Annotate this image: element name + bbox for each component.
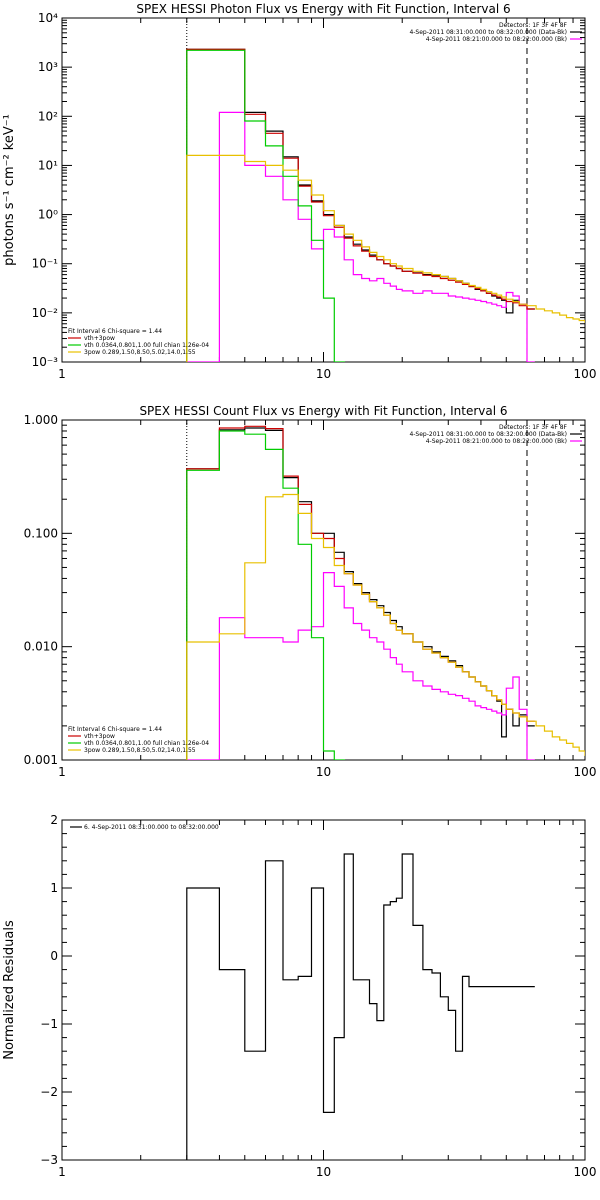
chart-2: SPEX HESSI Count Flux vs Energy with Fit… <box>24 404 597 779</box>
legend-bottom-entry: vth 0.0364,0.801,1.00 full chian 1.26e-0… <box>84 342 209 349</box>
x-tick-label: 1 <box>58 765 66 779</box>
x-tick-label: 100 <box>574 1165 597 1179</box>
series-line-vth <box>186 49 346 362</box>
chart-1: SPEX HESSI Photon Flux vs Energy with Fi… <box>2 2 596 381</box>
x-tick-label: 100 <box>574 765 597 779</box>
series-group <box>186 853 535 1160</box>
legend-bottom-entry: 3pow 0.289,1.50,8.50,5.02,14.0,1.55 <box>84 349 196 356</box>
legend-bottom-entry: 3pow 0.289,1.50,8.50,5.02,14.0,1.55 <box>84 747 196 754</box>
legend-top-entry: 4-Sep-2011 08:31:00.000 to 08:32:00.000 … <box>409 29 567 36</box>
y-tick-label: 10⁻¹ <box>32 257 59 271</box>
series-line-total-fit <box>186 48 535 362</box>
legend-bottom-entry: Fit Interval 6 Chi-square = 1.44 <box>68 726 162 733</box>
y-tick-label: 10⁻³ <box>32 355 59 369</box>
series-line-vth <box>186 430 346 760</box>
y-tick-label: −3 <box>40 1153 58 1167</box>
legend-top-entry: Detectors: 1F 3F 4F 8F <box>499 22 568 29</box>
y-tick-label: 10⁴ <box>38 11 58 25</box>
legend-top-entry: Detectors: 1F 3F 4F 8F <box>499 424 568 431</box>
x-tick-label: 10 <box>316 367 331 381</box>
series-group <box>186 425 585 760</box>
y-tick-label: 10⁰ <box>38 208 58 222</box>
y-tick-label: 10¹ <box>38 158 58 172</box>
legend-bottom-entry: vth+3pow <box>84 733 115 740</box>
legend-top-entry: 6. 4-Sep-2011 08:31:00.000 to 08:32:00.0… <box>84 824 219 831</box>
series-line-data-bk <box>186 427 535 760</box>
y-tick-label: 10⁻² <box>32 306 59 320</box>
y-tick-label: 0.100 <box>24 526 58 540</box>
legend-top-entry: 4-Sep-2011 08:31:00.000 to 08:32:00.000 … <box>409 431 567 438</box>
legend-top-entry: 4-Sep-2011 08:21:00.000 to 08:22:00.000 … <box>426 438 567 445</box>
y-tick-label: 2 <box>50 813 58 827</box>
y-tick-label: 1 <box>50 881 58 895</box>
x-tick-label: 1 <box>58 367 66 381</box>
legend-bottom-entry: vth 0.0364,0.801,1.00 full chian 1.26e-0… <box>84 740 209 747</box>
y-tick-label: 0.010 <box>24 640 58 654</box>
legend-top-entry: 4-Sep-2011 08:21:00.000 to 08:22:00.000 … <box>426 36 567 43</box>
x-tick-label: 10 <box>316 1165 331 1179</box>
y-tick-label: −1 <box>40 1017 58 1031</box>
x-tick-label: 100 <box>574 367 597 381</box>
chart-title: SPEX HESSI Count Flux vs Energy with Fit… <box>139 404 507 418</box>
y-tick-label: 1.000 <box>24 413 58 427</box>
y-axis-label: photons s⁻¹ cm⁻² keV⁻¹ <box>2 114 17 266</box>
y-tick-label: −2 <box>40 1085 58 1099</box>
series-line-3pow <box>186 154 585 362</box>
legend-bottom-entry: Fit Interval 6 Chi-square = 1.44 <box>68 328 162 335</box>
y-tick-label: 0.001 <box>24 753 58 767</box>
chart-title: SPEX HESSI Photon Flux vs Energy with Fi… <box>136 2 510 16</box>
x-tick-label: 1 <box>58 1165 66 1179</box>
y-tick-label: 10² <box>38 109 58 123</box>
chart-3: Normalized Residuals 1 10 100 −3 −2 −1 0 1 2 6. 4-… <box>2 813 596 1179</box>
series-line-3pow <box>186 493 585 760</box>
x-tick-label: 10 <box>316 765 331 779</box>
series-line-total-fit <box>186 425 535 760</box>
series-line-background <box>186 111 535 362</box>
series-line-data-bk <box>186 48 535 362</box>
legend-bottom-entry: vth+3pow <box>84 335 115 342</box>
series-group <box>186 48 585 362</box>
series-line-background <box>186 572 535 760</box>
y-tick-label: 0 <box>50 949 58 963</box>
series-line-residuals <box>186 853 535 1160</box>
y-axis-label: Normalized Residuals <box>2 920 17 1060</box>
y-tick-label: 10³ <box>38 60 58 74</box>
